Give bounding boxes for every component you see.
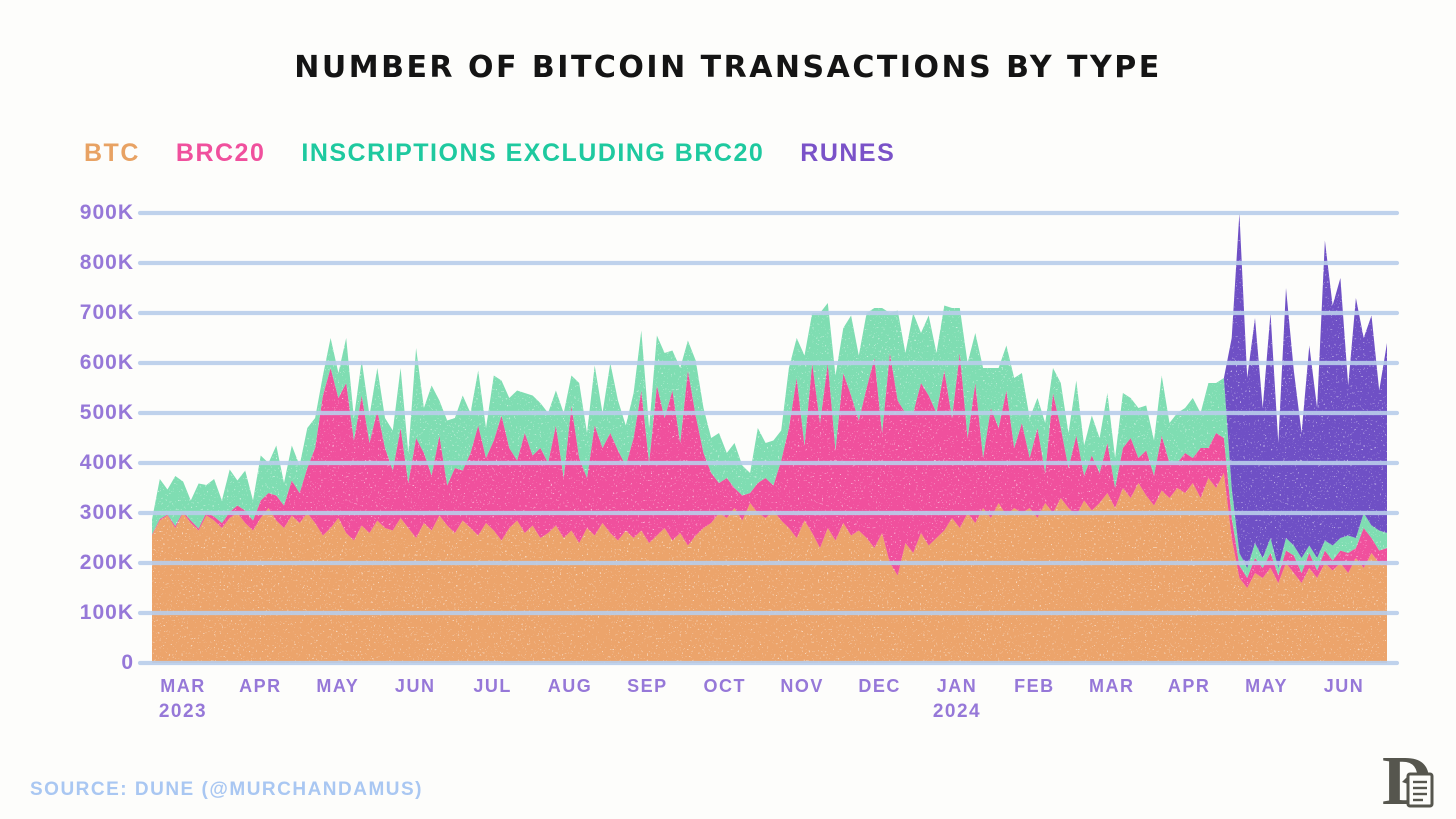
x-tick-label-jul-4: JUL [473,676,512,696]
legend-item-inscriptions: INSCRIPTIONS EXCLUDING BRC20 [301,139,765,167]
y-tick-label-100K: 100K [79,601,134,624]
x-tick-label-dec-9: DEC [858,676,901,696]
grain-texture [152,213,1387,663]
y-tick-label-500K: 500K [79,401,134,424]
x-tick-label-feb-11: FEB [1014,676,1055,696]
x-tick-label-nov-8: NOV [780,676,824,696]
chart-legend: BTC BRC20 INSCRIPTIONS EXCLUDING BRC20 RUNE… [84,139,895,168]
y-tick-label-0: 0 [121,651,134,674]
legend-item-brc20: BRC20 [175,139,266,167]
y-tick-label-700K: 700K [79,301,134,324]
y-tick-label-900K: 900K [79,201,134,224]
x-tick-label-apr-1: APR [239,676,282,696]
brand-logo: D [1382,746,1434,816]
y-tick-label-300K: 300K [79,501,134,524]
x-tick-label-apr-13: APR [1167,676,1211,696]
x-tick-label-mar-12: MAR [1089,676,1135,696]
x-tick-label-jun-3: JUN [394,676,436,696]
legend-item-btc: BTC [84,139,140,167]
y-tick-label-200K: 200K [79,551,134,574]
y-tick-label-400K: 400K [79,451,134,474]
x-tick-label-may-14: MAY [1245,676,1289,696]
chart-title: NUMBER OF BITCOIN TRANSACTIONS BY TYPE [294,50,1162,85]
x-tick-label-aug-5: AUG [547,676,593,696]
logo-scroll-icon [1402,772,1434,808]
x-tick-label-may-2: MAY [316,676,360,696]
year-label-2024: 2024 [932,701,982,722]
source-credit: SOURCE: DUNE (@MURCHANDAMUS) [30,779,424,800]
x-tick-label-jan-10: JAN [936,676,978,696]
x-tick-label-mar-0: MAR [160,676,206,696]
x-tick-label-sep-6: SEP [627,676,668,696]
year-label-2023: 2023 [158,701,208,722]
legend-item-runes: RUNES [800,139,896,167]
x-tick-label-oct-7: OCT [703,676,747,696]
y-tick-label-600K: 600K [79,351,134,374]
x-tick-label-jun-15: JUN [1323,676,1365,696]
y-tick-label-800K: 800K [79,251,134,274]
